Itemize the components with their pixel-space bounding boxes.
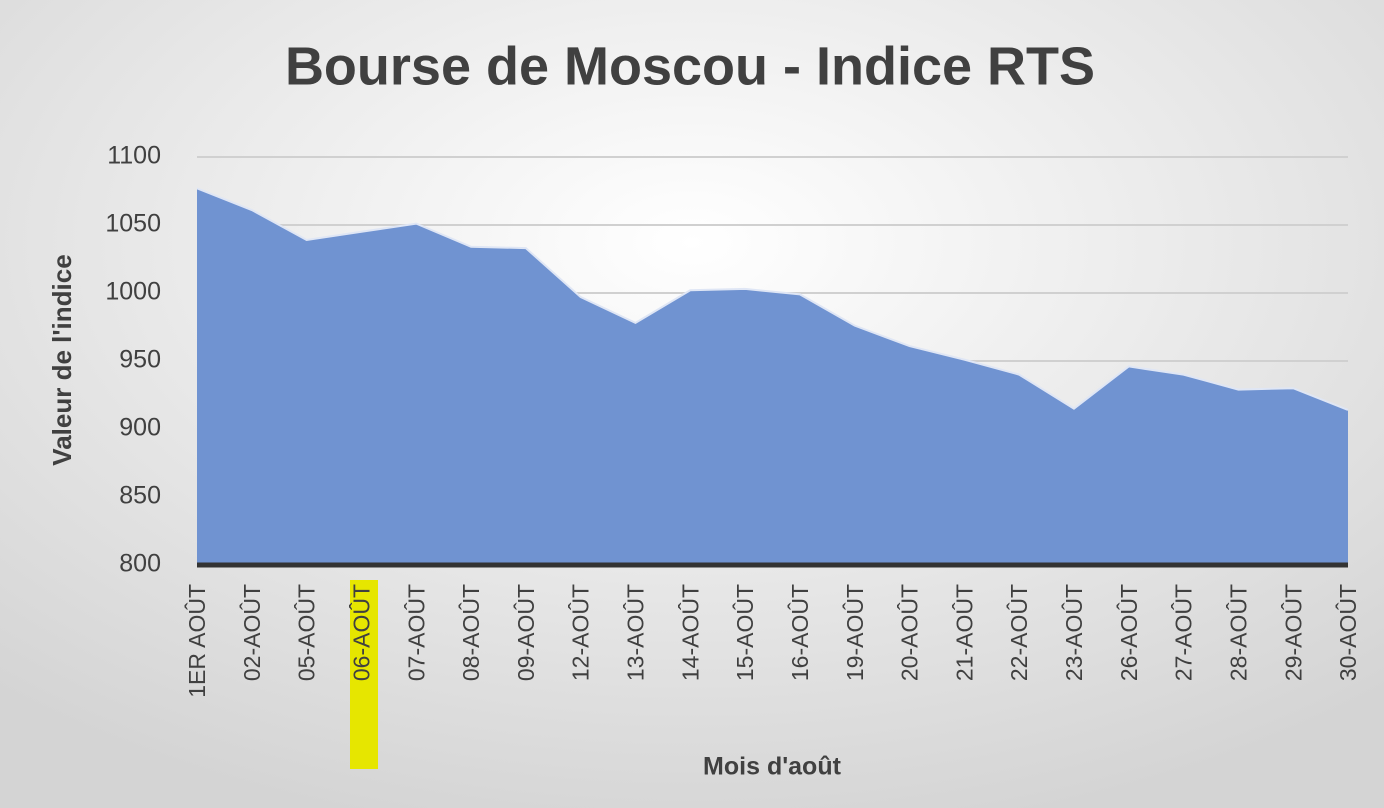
x-tick-label: 02-AOÛT [238,584,265,681]
x-tick-label: 22-AOÛT [1005,584,1032,681]
x-tick-label: 26-AOÛT [1115,584,1142,681]
x-tick-label: 19-AOÛT [841,584,868,681]
y-axis-title: Valeur de l'indice [47,254,77,465]
x-tick-label: 30-AOÛT [1334,584,1361,681]
area [197,188,1348,565]
y-tick-label: 950 [119,346,161,374]
y-tick-label: 1000 [105,278,161,306]
x-tick-label: 14-AOÛT [676,584,703,681]
x-tick-label: 27-AOÛT [1170,584,1197,681]
x-tick-label: 12-AOÛT [567,584,594,681]
x-tick-label: 28-AOÛT [1224,584,1251,681]
x-tick-label: 15-AOÛT [731,584,758,681]
x-tick-label: 20-AOÛT [896,584,923,681]
x-tick-label: 23-AOÛT [1060,584,1087,681]
x-tick-label: 16-AOÛT [786,584,813,681]
highlight [350,580,378,769]
y-tick-label: 900 [119,414,161,442]
x-tick-label: 21-AOÛT [950,584,977,681]
x-tick-label: 29-AOÛT [1279,584,1306,681]
x-tick-label: 06-AOÛT [348,584,375,681]
x-tick-label: 13-AOÛT [622,584,649,681]
x-axis-title: Mois d'août [703,753,842,781]
y-tick-label: 1050 [105,210,161,238]
x-tick-label: 07-AOÛT [402,584,429,681]
x-tick-label: 05-AOÛT [293,584,320,681]
area-edge [196,187,1349,411]
x-tick-label: 08-AOÛT [457,584,484,681]
x-tick-label: 09-AOÛT [512,584,539,681]
x-tick-label: 1ER AOÛT [183,584,210,698]
y-tick-label: 850 [119,482,161,510]
y-tick-label: 800 [119,550,161,578]
y-tick-label: 1100 [107,142,161,170]
chart-title: Bourse de Moscou - Indice RTS [285,36,1095,96]
